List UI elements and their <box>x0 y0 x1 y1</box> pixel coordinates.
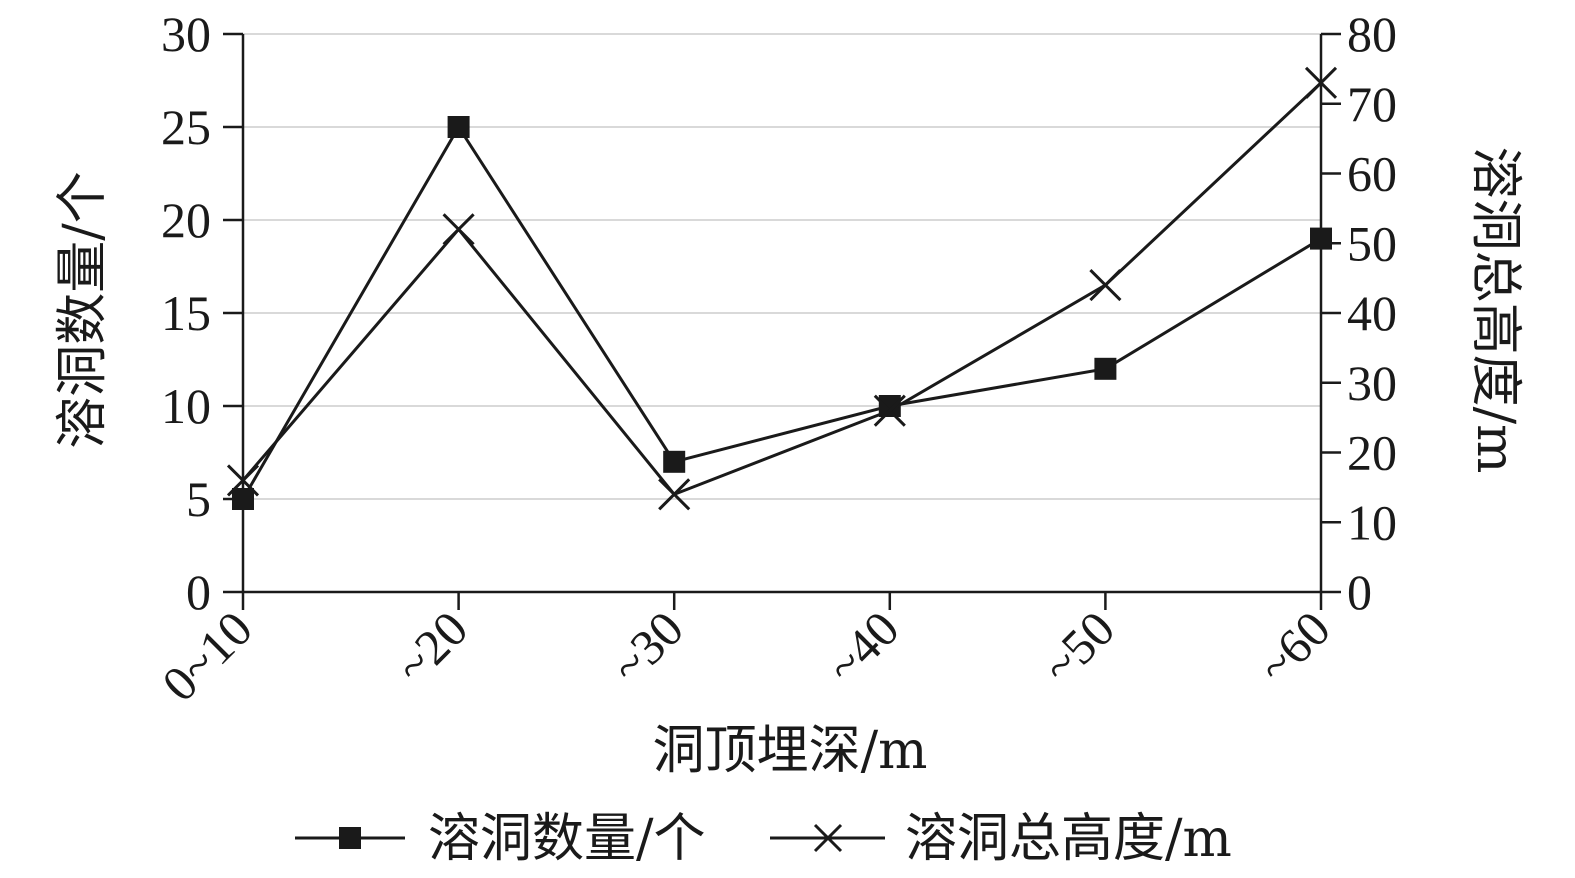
left-tick-label: 0 <box>186 564 211 620</box>
left-tick-label: 5 <box>186 471 211 527</box>
data-point-x <box>658 478 691 511</box>
data-point-x <box>226 464 260 497</box>
x-tick-label: ~20 <box>384 600 478 694</box>
left-tick-label: 30 <box>161 6 211 62</box>
series-layer <box>226 66 1338 511</box>
x-tick-label: ~40 <box>815 600 909 694</box>
series-line <box>241 124 1322 500</box>
x-axis-ticks: 0~10 ~20 ~30 ~40 ~50 ~60 <box>151 592 1341 712</box>
right-tick-label: 0 <box>1347 564 1372 620</box>
right-y-axis-title: 溶洞总高度/m <box>1465 147 1525 474</box>
data-point-square <box>1094 357 1117 380</box>
data-point-x <box>442 213 475 246</box>
right-tick-label: 60 <box>1347 146 1397 202</box>
right-y-axis-ticks: 0 10 20 30 40 50 60 70 80 <box>1321 6 1397 620</box>
legend-label-count: 溶洞数量/个 <box>428 809 706 869</box>
data-point-x <box>873 394 906 427</box>
data-point-square <box>232 488 254 510</box>
x-tick-label: 0~10 <box>151 600 263 712</box>
right-tick-label: 30 <box>1347 355 1397 411</box>
right-tick-label: 70 <box>1347 76 1397 132</box>
legend-label-height: 溶洞总高度/m <box>905 809 1232 869</box>
series-height <box>226 66 1338 511</box>
x-tick-label: ~50 <box>1031 600 1125 694</box>
left-tick-label: 15 <box>161 285 211 341</box>
legend-item-count: 溶洞数量/个 <box>295 809 706 869</box>
left-y-axis-ticks: 0 5 10 15 20 25 30 <box>161 6 243 620</box>
legend-item-height: 溶洞总高度/m <box>770 809 1232 869</box>
x-axis-title: 洞顶埋深/m <box>653 721 928 781</box>
right-tick-label: 20 <box>1347 425 1397 481</box>
right-tick-label: 50 <box>1347 215 1397 271</box>
left-tick-label: 20 <box>161 192 211 248</box>
series-count <box>232 116 1332 510</box>
left-tick-label: 25 <box>161 99 211 155</box>
data-point-x <box>1304 66 1338 99</box>
x-tick-label: ~60 <box>1247 600 1341 694</box>
left-y-axis-title: 溶洞数量/个 <box>53 171 113 449</box>
data-point-square <box>1310 227 1332 250</box>
data-point-x <box>1089 269 1122 302</box>
legend: 溶洞数量/个 溶洞总高度/m <box>295 809 1232 869</box>
legend-x-marker <box>813 823 843 853</box>
gridlines <box>243 33 1321 500</box>
right-tick-label: 40 <box>1347 285 1397 341</box>
left-tick-label: 10 <box>161 378 211 434</box>
data-point-square <box>447 116 470 138</box>
right-tick-label: 80 <box>1347 6 1397 62</box>
data-point-square <box>663 450 686 473</box>
x-tick-label: ~30 <box>600 600 694 694</box>
legend-square-marker <box>339 827 361 849</box>
series-line <box>241 81 1323 497</box>
right-tick-label: 10 <box>1347 494 1397 550</box>
